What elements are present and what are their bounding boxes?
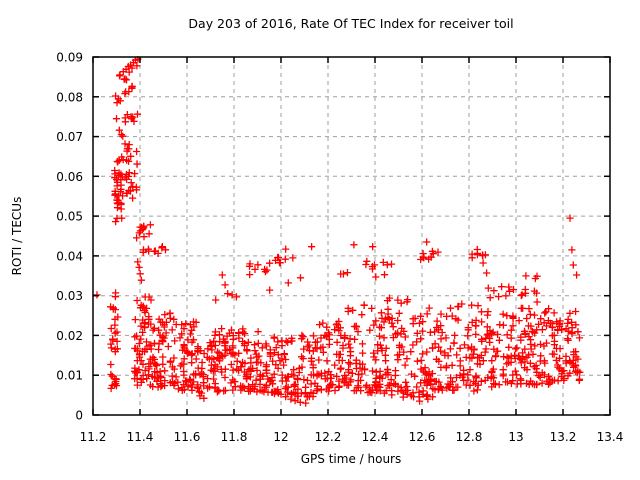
y-axis-label: ROTI / TECUs — [10, 196, 24, 276]
data-points — [93, 56, 584, 407]
y-tick-label: 0 — [75, 409, 83, 423]
x-tick-label: 11.8 — [221, 430, 248, 444]
x-tick-label: 13.4 — [597, 430, 624, 444]
y-tick-label: 0.03 — [56, 289, 83, 303]
x-tick-label: 12 — [273, 430, 288, 444]
y-tick-label: 0.01 — [56, 369, 83, 383]
y-tick-label: 0.07 — [56, 130, 83, 144]
plot-border — [92, 56, 611, 416]
chart-title: Day 203 of 2016, Rate Of TEC Index for r… — [188, 16, 514, 31]
y-tick-label: 0.06 — [56, 170, 83, 184]
y-tick-label: 0.04 — [56, 249, 83, 263]
x-tick-label: 13.2 — [550, 430, 577, 444]
x-tick-label: 13 — [508, 430, 523, 444]
y-tick-label: 0.02 — [56, 329, 83, 343]
x-tick-label: 12.4 — [362, 430, 389, 444]
x-tick-label: 12.8 — [456, 430, 483, 444]
x-axis-label: GPS time / hours — [300, 452, 402, 466]
x-tick-label: 12.6 — [409, 430, 436, 444]
x-tick-label: 11.2 — [80, 430, 107, 444]
x-tick-label: 11.6 — [174, 430, 201, 444]
x-tick-label: 11.4 — [127, 430, 154, 444]
y-tick-label: 0.05 — [56, 210, 83, 224]
y-tick-label: 0.09 — [56, 51, 83, 65]
y-tick-label: 0.08 — [56, 90, 83, 104]
x-tick-label: 12.2 — [315, 430, 342, 444]
